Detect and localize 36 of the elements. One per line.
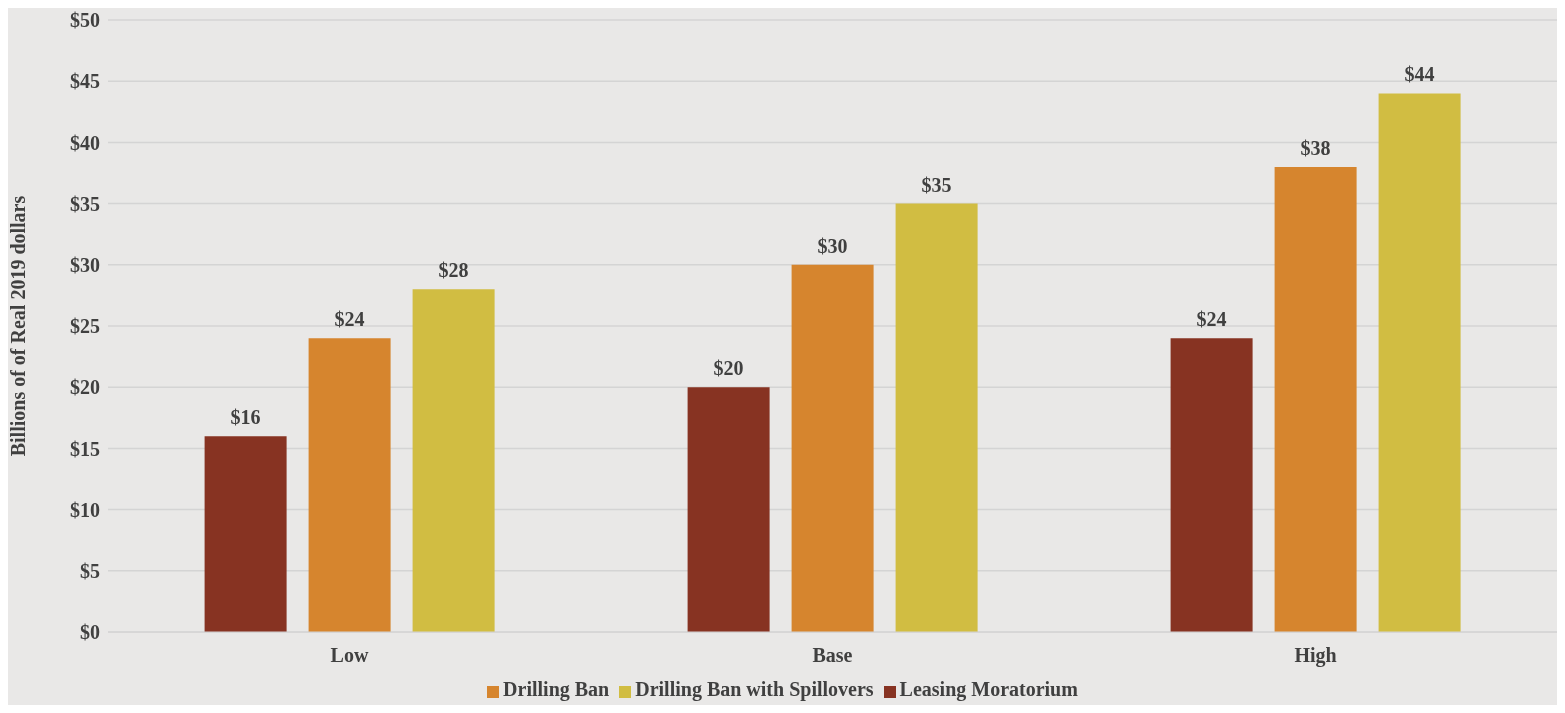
y-tick-label: $50 [70,9,100,32]
bar [895,203,978,632]
data-label: $24 [334,308,365,331]
y-tick-label: $35 [70,192,100,215]
data-label: $38 [1300,136,1331,159]
bar [412,289,495,632]
data-label: $20 [713,357,744,380]
y-axis-title: Billions of of Real 2019 dollars [7,195,30,457]
data-label: $44 [1404,63,1435,86]
bar [204,436,287,632]
bar [308,338,391,632]
y-tick-label: $20 [70,376,100,399]
y-tick-label: $10 [70,498,100,521]
y-tick-label: $5 [80,559,100,582]
bar [1378,93,1461,632]
bar [791,264,874,632]
bar [687,387,770,632]
y-tick-label: $25 [70,315,100,338]
y-tick-label: $40 [70,131,100,154]
x-tick-label: Low [330,644,369,667]
x-tick-label: Base [812,644,853,667]
y-tick-label: $0 [80,621,100,644]
data-label: $35 [921,173,952,196]
y-tick-label: $15 [70,437,100,460]
legend-label: Leasing Moratorium [899,678,1078,700]
x-tick-label: High [1294,644,1337,668]
data-label: $16 [230,406,261,429]
bar [1170,338,1253,632]
y-tick-label: $45 [70,70,100,93]
bar [1274,166,1357,632]
legend-label: Drilling Ban with Spillovers [635,678,874,700]
data-label: $30 [817,234,848,257]
y-tick-label: $30 [70,253,100,276]
legend-label: Drilling Ban [503,678,610,700]
data-label: $28 [438,259,469,282]
data-label: $24 [1196,308,1227,331]
